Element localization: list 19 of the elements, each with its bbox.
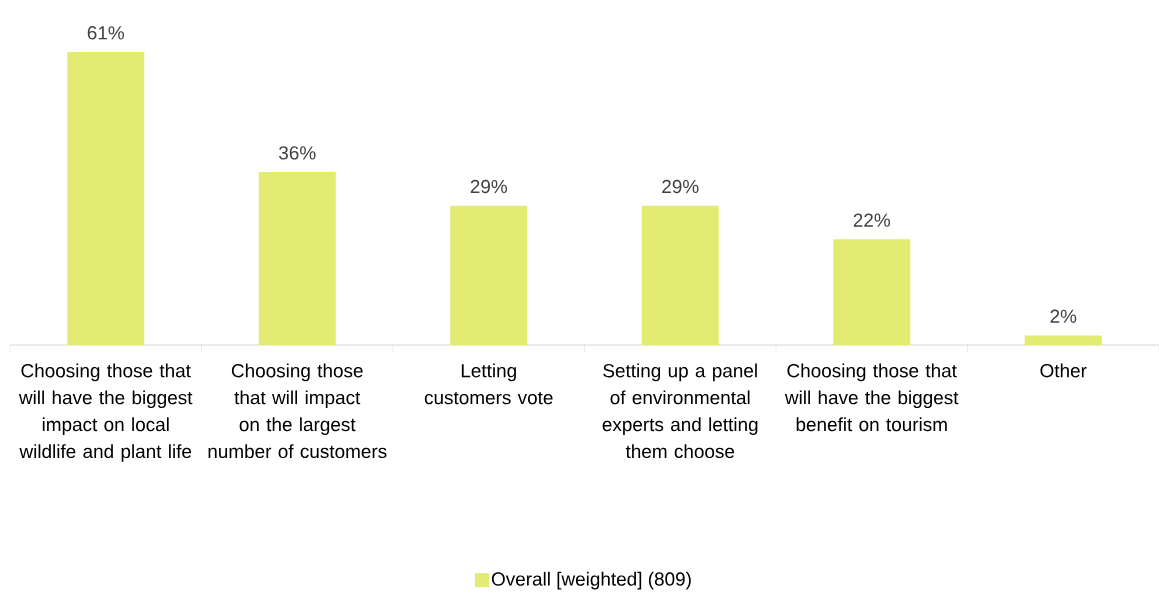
data-label: 36% [279,146,316,160]
legend-label: Overall [weighted] (809) [491,571,691,590]
data-label: 29% [470,179,508,194]
bar [258,172,336,345]
x-tick-label: Choosing those that will have the biggest benefit on tourism [784,363,959,432]
bar [450,205,528,345]
bar [67,52,145,345]
x-tick-label: Choosing those that will impact on the largest number of customers [208,363,387,459]
x-tick-label: Choosing those that will have the biggest impact on local wildlife and plant life [18,363,193,462]
data-label: 22% [853,213,891,227]
x-tick-label: Other [1040,363,1087,378]
data-label: 29% [662,179,699,194]
x-tick-label: Setting up a panel of environmental experts and letting them choose [602,363,758,459]
data-label: 2% [1050,309,1077,323]
bar [641,205,719,345]
bar [833,239,911,345]
bar [1024,335,1102,345]
x-tick-label: Letting customers vote [424,363,553,405]
data-label: 61% [87,26,125,40]
